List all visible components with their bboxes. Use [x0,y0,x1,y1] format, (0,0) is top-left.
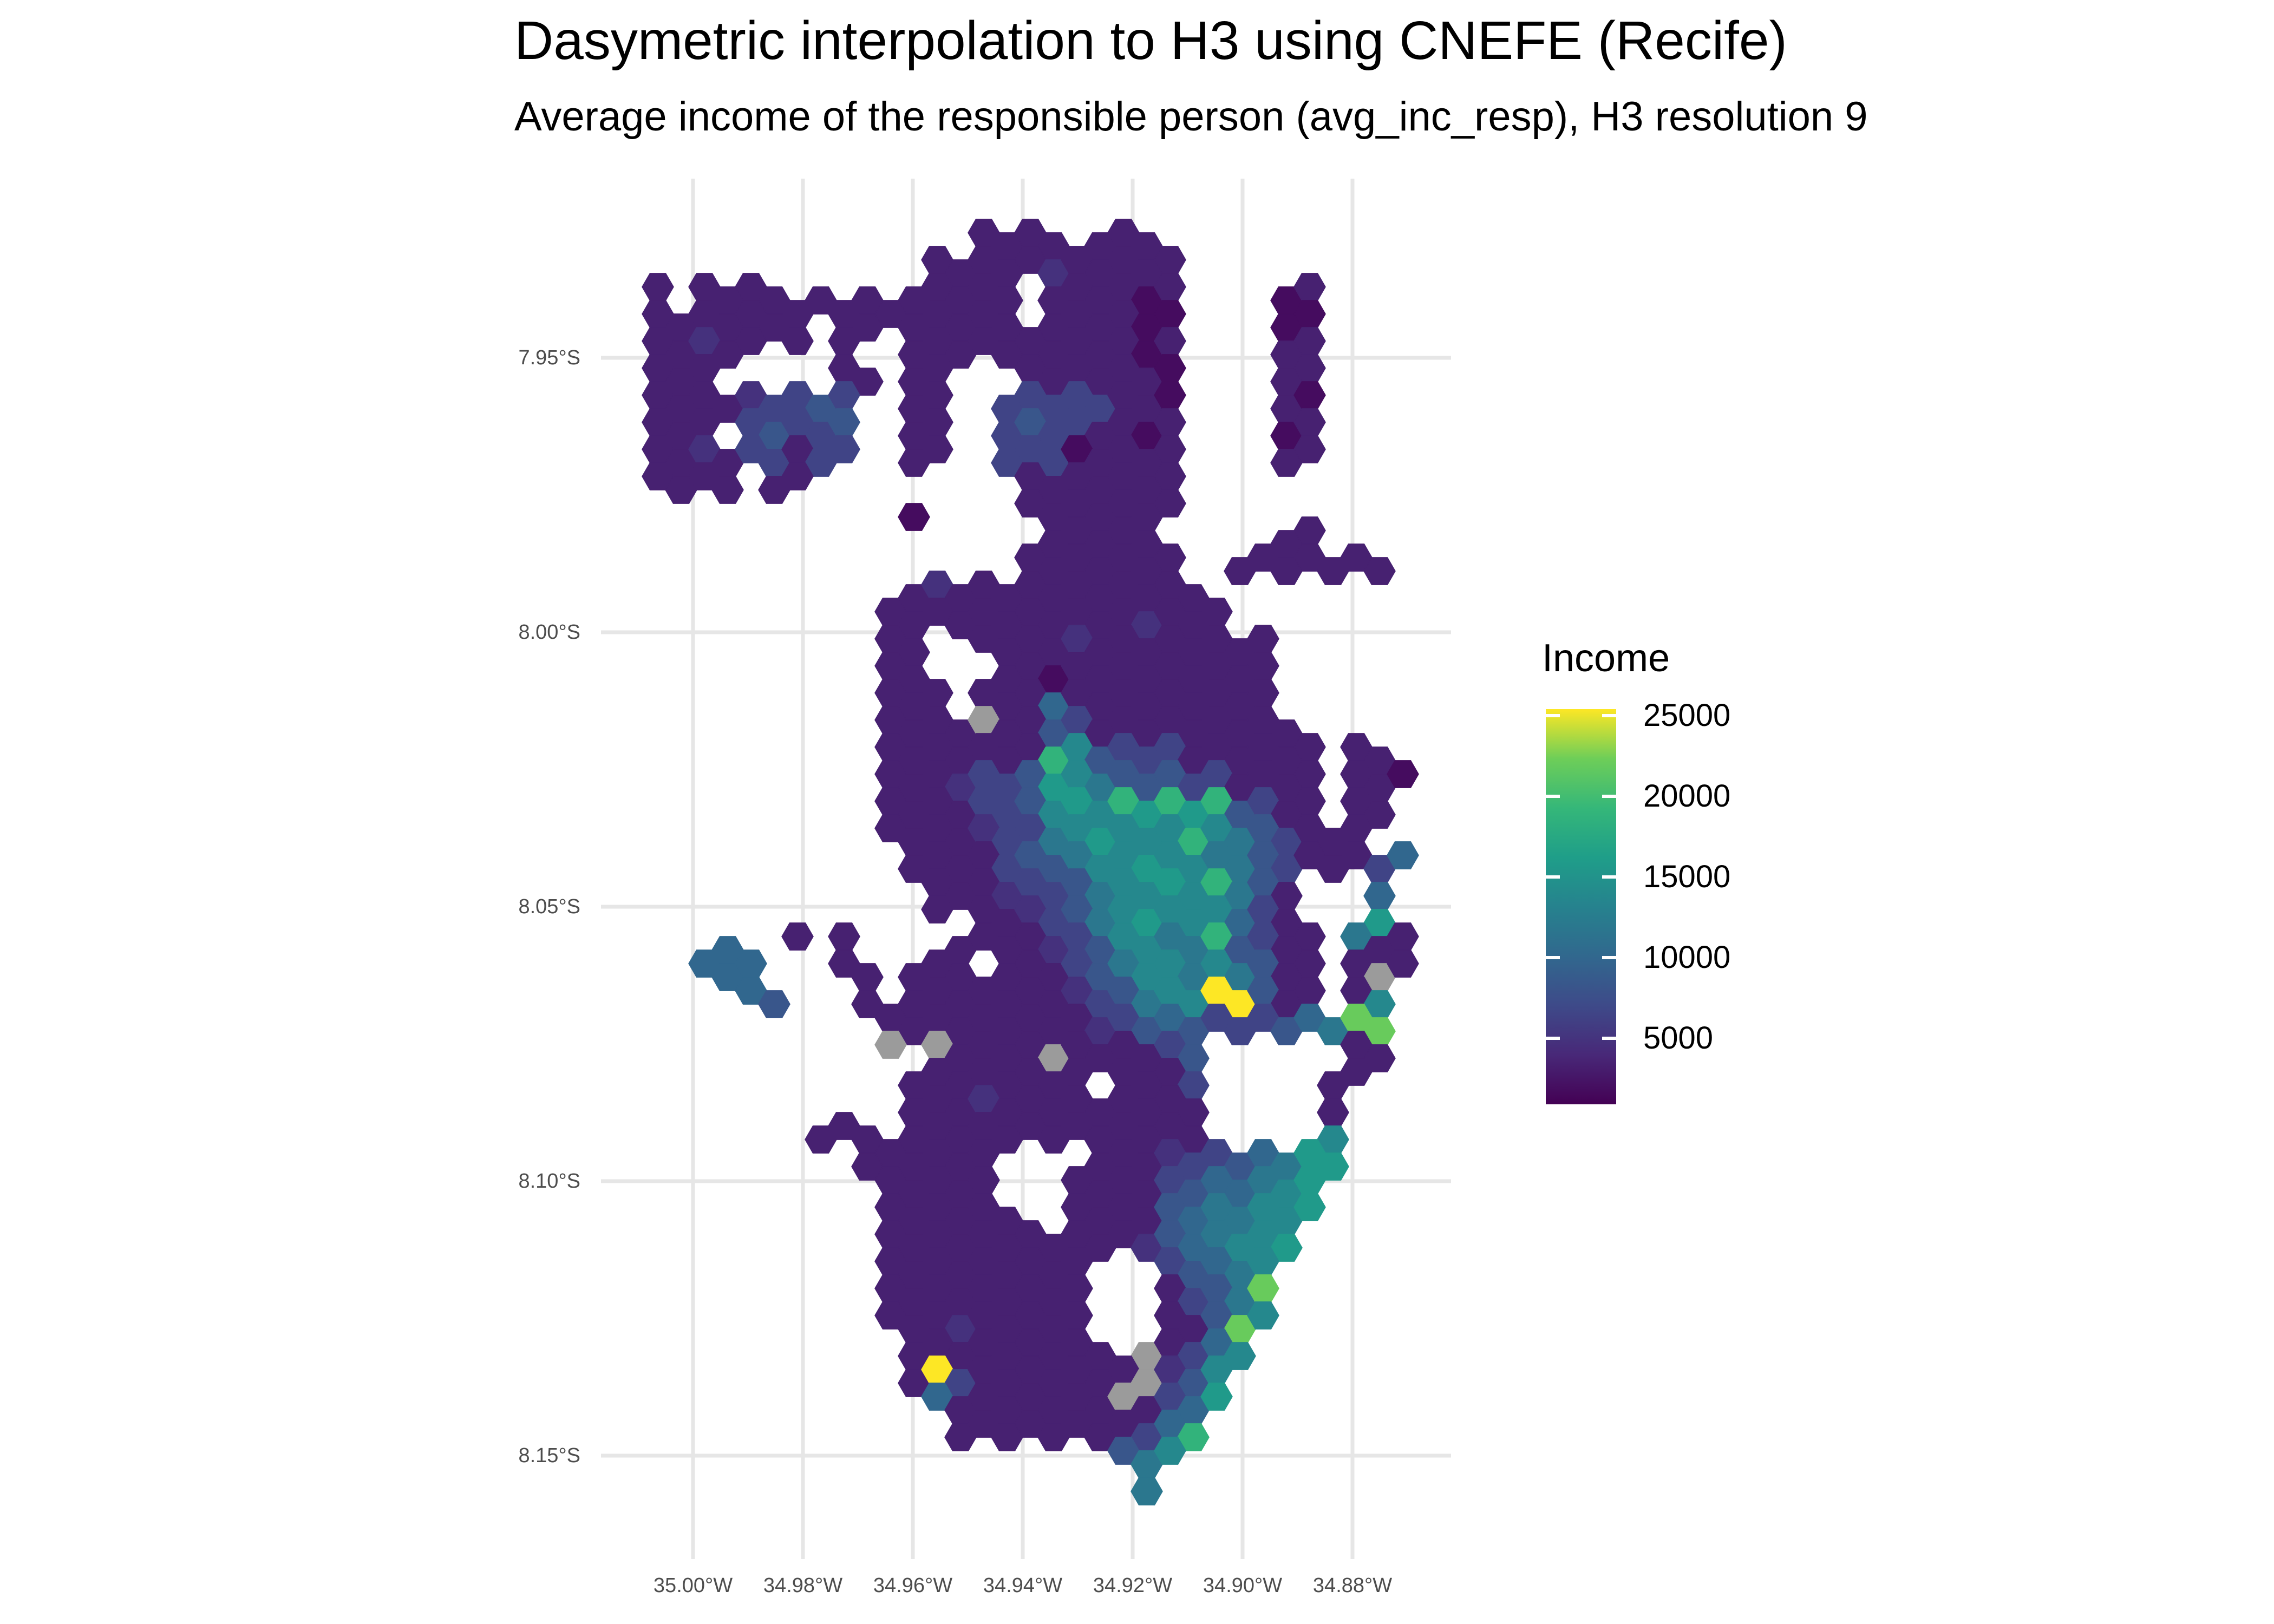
x-tick-label: 34.98°W [763,1574,843,1597]
hex-cell [758,990,790,1018]
legend-tick-mark [1546,955,1560,959]
legend-tick-mark [1602,875,1616,879]
hex-cell [711,476,744,504]
y-tick-label: 8.00°S [518,621,580,644]
y-tick-label: 7.95°S [518,346,580,369]
hex-grid [642,219,1419,1505]
hex-cell [1340,1058,1373,1086]
legend-tick-mark [1546,875,1560,879]
hex-cell [1363,557,1396,585]
hex-cell [781,327,814,355]
chart-title: Dasymetric interpolation to H3 using CNE… [514,10,1787,71]
legend-colorbar [1546,709,1616,1104]
hex-cell [1387,760,1419,788]
hex-cell [781,922,814,951]
legend-tick-mark [1546,713,1560,717]
legend-tick-label: 10000 [1643,939,1731,975]
hex-cell [1154,489,1186,518]
hex-cell [735,327,767,355]
x-tick-label: 34.90°W [1203,1574,1283,1597]
hex-cell [828,922,860,951]
legend-tick-label: 25000 [1643,697,1731,733]
legend-tick-mark [1602,713,1616,717]
legend-tick-label: 15000 [1643,859,1731,894]
hex-cell [1293,435,1326,463]
x-tick-label: 34.94°W [983,1574,1063,1597]
hex-cell [1387,841,1419,869]
x-tick-label: 34.88°W [1312,1574,1393,1597]
legend-tick-mark [1546,794,1560,798]
hex-cell [1317,1098,1349,1127]
legend-tick-mark [1546,1036,1560,1040]
hex-cell [828,435,860,463]
hex-cell [1387,949,1419,978]
hex-cell [898,503,930,531]
hex-cell [1154,1437,1186,1465]
x-tick-label: 34.92°W [1093,1574,1173,1597]
x-tick-label: 34.96°W [873,1574,953,1597]
hex-cell [921,895,953,924]
legend-tick-label: 20000 [1643,778,1731,814]
hex-cell [874,1031,907,1059]
legend-tick-mark [1602,955,1616,959]
y-tick-label: 8.10°S [518,1170,580,1193]
hex-cell [1200,1383,1233,1411]
hex-cell [1131,1477,1163,1505]
y-tick-label: 8.05°S [518,895,580,918]
legend-tick-mark [1602,1036,1616,1040]
chart-subtitle: Average income of the responsible person… [514,94,1868,140]
hex-cell [1293,1193,1326,1221]
legend-title: Income [1542,637,1670,680]
hex-cell [921,435,953,463]
x-tick-label: 35.00°W [653,1574,733,1597]
hex-cell [642,273,674,301]
hex-cell [781,462,814,490]
hex-cell [1247,1301,1279,1330]
legend-tick-mark [1602,794,1616,798]
legend-tick-label: 5000 [1643,1020,1714,1056]
y-tick-label: 8.15°S [518,1444,580,1467]
